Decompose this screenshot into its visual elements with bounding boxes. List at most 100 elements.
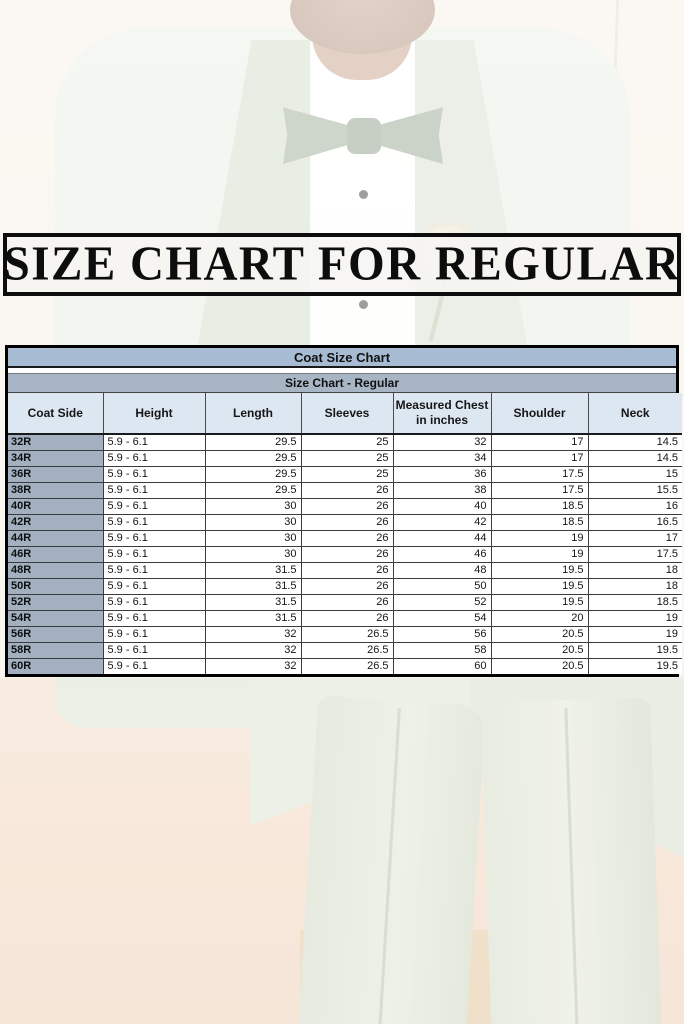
cell-neck: 18 <box>587 561 682 579</box>
column-header-measured-chest-in-inches: Measured Chest in inches <box>392 393 492 435</box>
cell-sleeves: 26 <box>300 593 394 611</box>
column-header-height: Height <box>102 393 206 435</box>
cell-sleeves: 26 <box>300 609 394 627</box>
table-row: 34R 5.9 - 6.1 29.5 25 34 17 14.5 <box>8 449 682 467</box>
cell-length: 31.5 <box>204 593 302 611</box>
cell-measured-chest-in-inches: 48 <box>392 561 492 579</box>
table-row: 48R 5.9 - 6.1 31.5 26 48 19.5 18 <box>8 561 682 579</box>
table-row: 36R 5.9 - 6.1 29.5 25 36 17.5 15 <box>8 465 682 483</box>
column-header-neck: Neck <box>587 393 682 435</box>
cell-sleeves: 26.5 <box>300 657 394 674</box>
cell-measured-chest-in-inches: 56 <box>392 625 492 643</box>
cell-measured-chest-in-inches: 54 <box>392 609 492 627</box>
table-spacer <box>8 368 676 373</box>
cell-sleeves: 25 <box>300 465 394 483</box>
cell-length: 30 <box>204 529 302 547</box>
cell-sleeves: 26 <box>300 497 394 515</box>
row-size-label: 60R <box>8 657 104 674</box>
cell-height: 5.9 - 6.1 <box>102 513 206 531</box>
cell-neck: 15.5 <box>587 481 682 499</box>
cell-height: 5.9 - 6.1 <box>102 529 206 547</box>
cell-shoulder: 19 <box>490 529 589 547</box>
cell-sleeves: 26 <box>300 545 394 563</box>
table-title: Coat Size Chart <box>8 348 676 368</box>
cell-length: 31.5 <box>204 561 302 579</box>
banner-title: SIZE CHART FOR REGULAR <box>3 236 681 292</box>
table-row: 50R 5.9 - 6.1 31.5 26 50 19.5 18 <box>8 577 682 595</box>
row-size-label: 54R <box>8 609 104 627</box>
row-size-label: 52R <box>8 593 104 611</box>
table-header-row: Coat Side Height Length Sleeves Measured Che… <box>8 393 682 435</box>
row-size-label: 38R <box>8 481 104 499</box>
cell-sleeves: 26.5 <box>300 641 394 659</box>
table-row: 42R 5.9 - 6.1 30 26 42 18.5 16.5 <box>8 513 682 531</box>
cell-length: 32 <box>204 657 302 674</box>
cell-neck: 14.5 <box>587 433 682 451</box>
cell-length: 29.5 <box>204 481 302 499</box>
cell-height: 5.9 - 6.1 <box>102 433 206 451</box>
cell-shoulder: 19.5 <box>490 593 589 611</box>
cell-height: 5.9 - 6.1 <box>102 641 206 659</box>
cell-measured-chest-in-inches: 34 <box>392 449 492 467</box>
column-header-sleeves: Sleeves <box>300 393 394 435</box>
cell-neck: 14.5 <box>587 449 682 467</box>
cell-sleeves: 26 <box>300 577 394 595</box>
row-size-label: 58R <box>8 641 104 659</box>
cell-shoulder: 17 <box>490 449 589 467</box>
cell-length: 32 <box>204 641 302 659</box>
cell-neck: 16 <box>587 497 682 515</box>
cell-neck: 15 <box>587 465 682 483</box>
photo-fade-overlay-lower <box>0 678 684 1024</box>
cell-height: 5.9 - 6.1 <box>102 593 206 611</box>
row-size-label: 46R <box>8 545 104 563</box>
cell-length: 29.5 <box>204 465 302 483</box>
size-chart-banner: SIZE CHART FOR REGULAR <box>3 233 681 296</box>
cell-shoulder: 20.5 <box>490 625 589 643</box>
cell-measured-chest-in-inches: 58 <box>392 641 492 659</box>
cell-sleeves: 26 <box>300 481 394 499</box>
column-header-coat-side: Coat Side <box>8 393 104 435</box>
row-size-label: 40R <box>8 497 104 515</box>
cell-height: 5.9 - 6.1 <box>102 497 206 515</box>
cell-measured-chest-in-inches: 46 <box>392 545 492 563</box>
row-size-label: 48R <box>8 561 104 579</box>
cell-shoulder: 17.5 <box>490 465 589 483</box>
row-size-label: 32R <box>8 433 104 451</box>
cell-length: 32 <box>204 625 302 643</box>
cell-length: 29.5 <box>204 433 302 451</box>
cell-height: 5.9 - 6.1 <box>102 625 206 643</box>
cell-length: 31.5 <box>204 577 302 595</box>
cell-sleeves: 26 <box>300 529 394 547</box>
table-row: 46R 5.9 - 6.1 30 26 46 19 17.5 <box>8 545 682 563</box>
cell-neck: 18.5 <box>587 593 682 611</box>
cell-shoulder: 19 <box>490 545 589 563</box>
cell-measured-chest-in-inches: 60 <box>392 657 492 674</box>
cell-measured-chest-in-inches: 40 <box>392 497 492 515</box>
table-subtitle: Size Chart - Regular <box>8 373 676 393</box>
cell-height: 5.9 - 6.1 <box>102 481 206 499</box>
cell-measured-chest-in-inches: 32 <box>392 433 492 451</box>
column-header-length: Length <box>204 393 302 435</box>
cell-shoulder: 19.5 <box>490 577 589 595</box>
table-row: 38R 5.9 - 6.1 29.5 26 38 17.5 15.5 <box>8 481 682 499</box>
cell-measured-chest-in-inches: 50 <box>392 577 492 595</box>
cell-shoulder: 17.5 <box>490 481 589 499</box>
cell-measured-chest-in-inches: 38 <box>392 481 492 499</box>
cell-sleeves: 26 <box>300 513 394 531</box>
cell-shoulder: 18.5 <box>490 497 589 515</box>
cell-neck: 17.5 <box>587 545 682 563</box>
cell-sleeves: 26.5 <box>300 625 394 643</box>
table-row: 54R 5.9 - 6.1 31.5 26 54 20 19 <box>8 609 682 627</box>
cell-length: 30 <box>204 497 302 515</box>
cell-shoulder: 18.5 <box>490 513 589 531</box>
cell-neck: 19.5 <box>587 641 682 659</box>
cell-length: 29.5 <box>204 449 302 467</box>
table-row: 60R 5.9 - 6.1 32 26.5 60 20.5 19.5 <box>8 657 682 674</box>
cell-measured-chest-in-inches: 52 <box>392 593 492 611</box>
cell-height: 5.9 - 6.1 <box>102 561 206 579</box>
cell-height: 5.9 - 6.1 <box>102 545 206 563</box>
cell-height: 5.9 - 6.1 <box>102 465 206 483</box>
cell-height: 5.9 - 6.1 <box>102 609 206 627</box>
cell-length: 30 <box>204 513 302 531</box>
cell-neck: 17 <box>587 529 682 547</box>
